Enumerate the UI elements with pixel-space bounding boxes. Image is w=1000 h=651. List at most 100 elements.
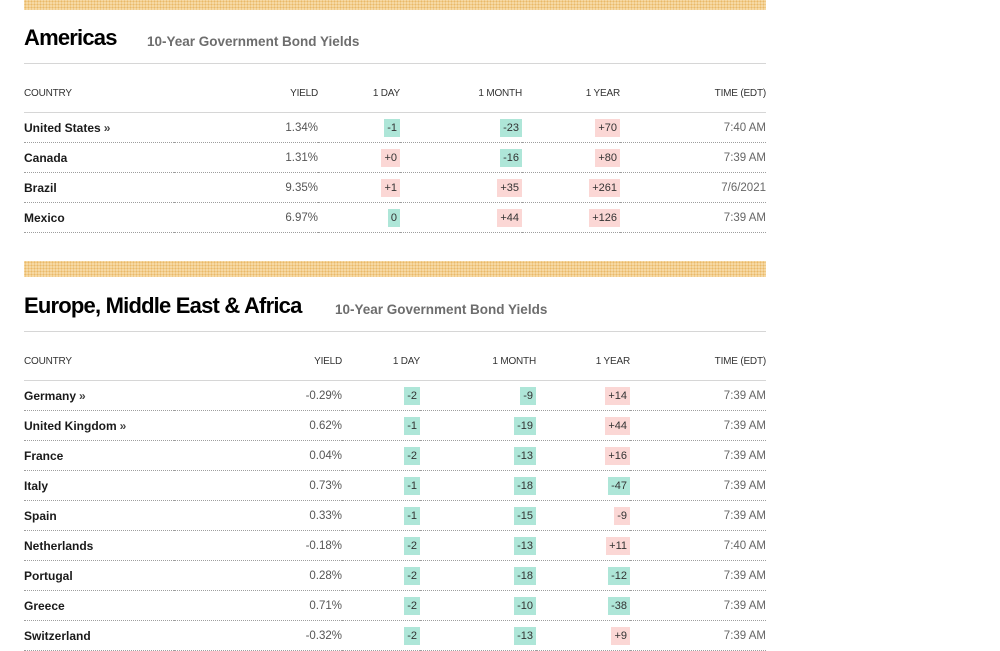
- 1-year-change-badge: -12: [608, 566, 630, 585]
- 1-year-change-cell: +80: [522, 142, 620, 173]
- column-header-time[interactable]: TIME (EDT): [630, 332, 766, 381]
- 1-year-change-cell: -38: [536, 590, 630, 621]
- country-cell: Greece: [24, 590, 174, 621]
- yield-cell: -0.32%: [174, 620, 342, 651]
- 1-month-change-badge: -19: [514, 416, 536, 435]
- 1-day-change-cell: -1: [342, 500, 420, 531]
- yield-cell: 0.62%: [174, 410, 342, 441]
- 1-year-change-badge: -47: [608, 476, 630, 495]
- 1-day-change-cell: -2: [342, 560, 420, 591]
- country-cell: Brazil: [24, 172, 174, 203]
- table-row: Brazil 9.35% +1 +35 +261 7/6/2021: [24, 172, 766, 203]
- country-name: Canada: [24, 150, 68, 165]
- column-header-1-day[interactable]: 1 DAY: [342, 332, 420, 381]
- 1-year-change-cell: +44: [536, 410, 630, 441]
- country-name: Portugal: [24, 568, 73, 583]
- country-cell[interactable]: Germany»: [24, 380, 174, 411]
- time-cell: 7:39 AM: [620, 202, 766, 233]
- country-name[interactable]: United Kingdom: [24, 418, 117, 433]
- time-cell: 7:39 AM: [630, 620, 766, 651]
- section-title: Europe, Middle East & Africa: [24, 293, 302, 318]
- country-name: France: [24, 448, 64, 463]
- country-cell[interactable]: United States»: [24, 112, 174, 143]
- time-cell: 7:39 AM: [630, 560, 766, 591]
- 1-year-change-cell: +9: [536, 620, 630, 651]
- table-row: United States» 1.34% -1 -23 +70 7:40 AM: [24, 112, 766, 143]
- table-row: Switzerland -0.32% -2 -13 +9 7:39 AM: [24, 620, 766, 651]
- 1-month-change-badge: -18: [514, 566, 536, 585]
- 1-day-change-cell: -1: [318, 112, 400, 143]
- 1-day-change-cell: -2: [342, 620, 420, 651]
- section-title: Americas: [24, 25, 117, 50]
- table-row: France 0.04% -2 -13 +16 7:39 AM: [24, 440, 766, 471]
- country-name: Greece: [24, 598, 65, 613]
- yield-cell: 9.35%: [174, 172, 318, 203]
- column-header-country[interactable]: COUNTRY: [24, 64, 174, 113]
- 1-month-change-cell: -18: [420, 470, 536, 501]
- 1-year-change-cell: -12: [536, 560, 630, 591]
- country-name[interactable]: Germany: [24, 388, 77, 403]
- yield-cell: 0.28%: [174, 560, 342, 591]
- 1-month-change-cell: -15: [420, 500, 536, 531]
- 1-day-change-cell: -1: [342, 410, 420, 441]
- column-header-1-month[interactable]: 1 MONTH: [420, 332, 536, 381]
- 1-month-change-badge: -15: [514, 506, 536, 525]
- column-header-1-year[interactable]: 1 YEAR: [522, 64, 620, 113]
- column-header-country[interactable]: COUNTRY: [24, 332, 174, 381]
- country-link-chevron-icon[interactable]: »: [103, 120, 111, 135]
- 1-day-change-badge: -1: [404, 506, 420, 525]
- 1-day-change-cell: +1: [318, 172, 400, 203]
- column-header-1-year[interactable]: 1 YEAR: [536, 332, 630, 381]
- country-name[interactable]: United States: [24, 120, 101, 135]
- 1-year-change-badge: +261: [589, 178, 620, 197]
- 1-month-change-cell: -13: [420, 530, 536, 561]
- column-header-1-month[interactable]: 1 MONTH: [400, 64, 522, 113]
- section-divider-band: [24, 0, 766, 10]
- 1-year-change-badge: +126: [589, 208, 620, 227]
- 1-year-change-badge: +14: [605, 386, 630, 405]
- 1-month-change-cell: +44: [400, 202, 522, 233]
- bond-yields-table: COUNTRY YIELD 1 DAY 1 MONTH 1 YEAR TIME …: [24, 64, 766, 233]
- 1-year-change-badge: -38: [608, 596, 630, 615]
- yield-cell: 1.34%: [174, 112, 318, 143]
- table-row: Canada 1.31% +0 -16 +80 7:39 AM: [24, 142, 766, 173]
- country-cell[interactable]: United Kingdom»: [24, 410, 174, 441]
- time-cell: 7:39 AM: [630, 410, 766, 441]
- 1-year-change-cell: +14: [536, 380, 630, 411]
- 1-month-change-badge: -23: [500, 118, 522, 137]
- column-header-1-day[interactable]: 1 DAY: [318, 64, 400, 113]
- country-name: Brazil: [24, 180, 57, 195]
- country-link-chevron-icon[interactable]: »: [119, 418, 127, 433]
- table-header-row: COUNTRY YIELD 1 DAY 1 MONTH 1 YEAR TIME …: [24, 64, 766, 113]
- 1-month-change-cell: -9: [420, 380, 536, 411]
- column-header-yield[interactable]: YIELD: [174, 64, 318, 113]
- section-header: Europe, Middle East & Africa 10-Year Gov…: [24, 277, 766, 332]
- 1-year-change-badge: +80: [595, 148, 620, 167]
- time-cell: 7:40 AM: [620, 112, 766, 143]
- table-row: Netherlands -0.18% -2 -13 +11 7:40 AM: [24, 530, 766, 561]
- country-name: Netherlands: [24, 538, 94, 553]
- 1-year-change-cell: +70: [522, 112, 620, 143]
- 1-day-change-badge: -2: [404, 446, 420, 465]
- country-name: Switzerland: [24, 628, 91, 643]
- country-link-chevron-icon[interactable]: »: [79, 388, 86, 403]
- column-header-time[interactable]: TIME (EDT): [620, 64, 766, 113]
- 1-day-change-cell: -2: [342, 440, 420, 471]
- 1-day-change-badge: +0: [381, 148, 400, 167]
- time-cell: 7:39 AM: [630, 590, 766, 621]
- country-cell: Portugal: [24, 560, 174, 591]
- column-header-yield[interactable]: YIELD: [174, 332, 342, 381]
- 1-year-change-badge: +9: [611, 626, 630, 645]
- country-cell: Canada: [24, 142, 174, 173]
- table-row: Portugal 0.28% -2 -18 -12 7:39 AM: [24, 560, 766, 591]
- yield-cell: 6.97%: [174, 202, 318, 233]
- time-cell: 7:39 AM: [630, 470, 766, 501]
- 1-day-change-badge: -1: [384, 118, 400, 137]
- country-cell: Italy: [24, 470, 174, 501]
- americas-section: Americas 10-Year Government Bond Yields …: [24, 10, 766, 233]
- time-cell: 7:39 AM: [630, 440, 766, 471]
- 1-day-change-cell: -2: [342, 380, 420, 411]
- yield-cell: 0.71%: [174, 590, 342, 621]
- table-row: Mexico 6.97% 0 +44 +126 7:39 AM: [24, 202, 766, 233]
- country-name: Mexico: [24, 210, 65, 225]
